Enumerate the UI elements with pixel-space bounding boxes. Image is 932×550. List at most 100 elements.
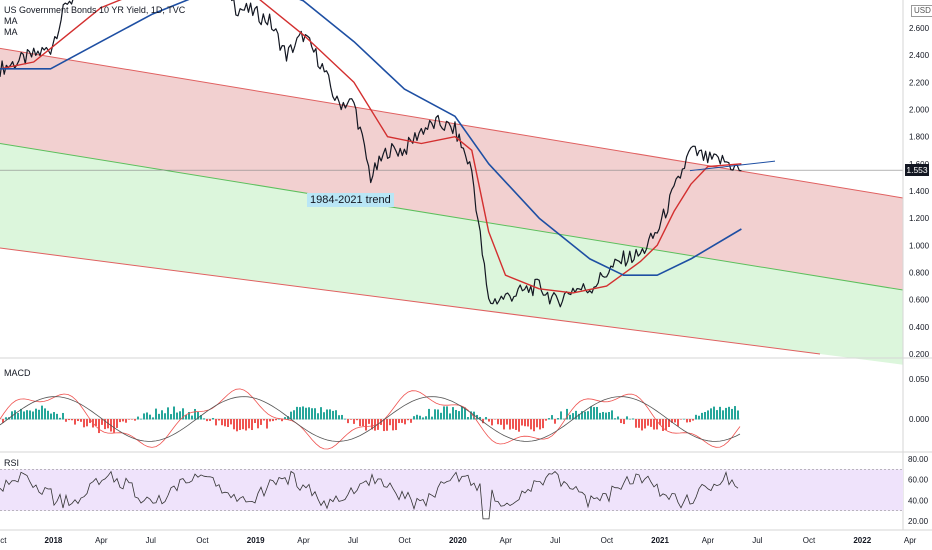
macd-histogram-bar bbox=[11, 411, 13, 420]
chart-legend: US Government Bonds 10 YR Yield, 1D, TVC… bbox=[4, 5, 185, 38]
macd-histogram-bar bbox=[353, 419, 355, 424]
macd-histogram-bar bbox=[359, 419, 361, 427]
macd-histogram-bar bbox=[77, 419, 79, 422]
macd-histogram-bar bbox=[38, 409, 40, 420]
macd-histogram-bar bbox=[701, 412, 703, 420]
macd-histogram-bar bbox=[650, 419, 652, 427]
rsi-pane-label: RSI bbox=[4, 458, 20, 468]
macd-histogram-bar bbox=[191, 415, 193, 420]
macd-histogram-bar bbox=[620, 419, 622, 424]
macd-histogram-bar bbox=[659, 419, 661, 425]
macd-histogram-bar bbox=[374, 419, 376, 431]
macd-histogram-bar bbox=[683, 418, 685, 420]
macd-histogram-bar bbox=[137, 416, 139, 420]
macd-histogram-bar bbox=[143, 413, 145, 420]
macd-histogram-bar bbox=[236, 419, 238, 432]
macd-histogram-bar bbox=[398, 419, 400, 424]
macd-histogram-bar bbox=[407, 419, 409, 421]
macd-histogram-bar bbox=[629, 418, 631, 420]
macd-histogram-bar bbox=[341, 414, 343, 420]
macd-histogram-bar bbox=[596, 406, 598, 420]
macd-histogram-bar bbox=[611, 410, 613, 420]
macd-histogram-bar bbox=[566, 408, 568, 420]
macd-histogram-bar bbox=[632, 418, 634, 420]
price-y-tick: 1.000 bbox=[909, 241, 930, 250]
macd-histogram-bar bbox=[719, 406, 721, 420]
macd-histogram-bar bbox=[287, 416, 289, 420]
macd-histogram-bar bbox=[575, 410, 577, 420]
macd-histogram-bar bbox=[20, 408, 22, 420]
macd-histogram-bar bbox=[488, 419, 490, 422]
channel-upper-line bbox=[0, 47, 904, 199]
macd-histogram-bar bbox=[170, 414, 172, 420]
macd-histogram-bar bbox=[734, 406, 736, 420]
macd-histogram-bar bbox=[131, 419, 133, 420]
macd-histogram-bar bbox=[251, 419, 253, 431]
macd-histogram-bar bbox=[299, 407, 301, 420]
ma-fast-legend: MA bbox=[4, 16, 18, 26]
macd-histogram-bar bbox=[218, 419, 220, 421]
macd-histogram-bar bbox=[707, 410, 709, 420]
price-y-tick: 0.400 bbox=[909, 323, 930, 332]
macd-histogram-bar bbox=[221, 419, 223, 426]
x-axis-tick: Apr bbox=[297, 536, 310, 545]
x-axis-tick: 2018 bbox=[45, 536, 63, 545]
macd-line bbox=[0, 388, 741, 450]
macd-histogram-bar bbox=[560, 411, 562, 420]
macd-histogram-bar bbox=[41, 405, 43, 420]
x-axis-tick: Apr bbox=[702, 536, 715, 545]
channel-upper-fill bbox=[0, 48, 903, 291]
macd-histogram-bar bbox=[206, 419, 208, 422]
macd-histogram-bar bbox=[731, 408, 733, 420]
macd-histogram-bar bbox=[509, 419, 511, 430]
macd-histogram-bar bbox=[689, 419, 691, 423]
macd-histogram-bar bbox=[497, 419, 499, 425]
macd-histogram-bar bbox=[422, 417, 424, 420]
macd-histogram-bar bbox=[446, 406, 448, 420]
macd-histogram-bar bbox=[239, 419, 241, 430]
macd-histogram-bar bbox=[371, 419, 373, 430]
macd-histogram-bar bbox=[695, 414, 697, 420]
macd-histogram-bar bbox=[71, 419, 73, 421]
macd-histogram-bar bbox=[86, 419, 88, 427]
macd-histogram-bar bbox=[284, 417, 286, 420]
macd-histogram-bar bbox=[26, 410, 28, 420]
x-axis-tick: Apr bbox=[904, 536, 917, 545]
macd-histogram-bar bbox=[644, 419, 646, 429]
macd-histogram-bar bbox=[356, 419, 358, 421]
price-y-tick: 1.400 bbox=[909, 187, 930, 196]
macd-histogram-bar bbox=[269, 419, 271, 422]
macd-histogram-bar bbox=[626, 416, 628, 420]
macd-histogram-bar bbox=[362, 419, 364, 427]
rsi-band bbox=[0, 469, 903, 511]
rsi-y-tick: 60.00 bbox=[908, 476, 929, 485]
macd-histogram-bar bbox=[413, 416, 415, 420]
x-axis-tick: Jul bbox=[550, 536, 560, 545]
price-y-tick: 2.200 bbox=[909, 78, 930, 87]
macd-y-tick: 0.000 bbox=[909, 415, 930, 424]
macd-histogram-bar bbox=[521, 419, 523, 426]
macd-histogram-bar bbox=[605, 412, 607, 420]
currency-badge: USD bbox=[911, 5, 932, 17]
macd-histogram-bar bbox=[677, 419, 679, 427]
macd-histogram-bar bbox=[647, 419, 649, 426]
channel-lower-line bbox=[0, 247, 821, 355]
macd-histogram-bar bbox=[2, 419, 4, 423]
macd-histogram-bar bbox=[320, 407, 322, 420]
macd-histogram-bar bbox=[176, 412, 178, 420]
macd-histogram-bar bbox=[62, 412, 64, 420]
macd-histogram-bar bbox=[590, 406, 592, 420]
macd-histogram-bar bbox=[245, 419, 247, 431]
macd-histogram-bar bbox=[293, 410, 295, 420]
macd-histogram-bar bbox=[557, 418, 559, 420]
macd-histogram-bar bbox=[101, 419, 103, 425]
price-y-tick: 1.200 bbox=[909, 214, 930, 223]
macd-histogram-bar bbox=[305, 407, 307, 420]
macd-histogram-bar bbox=[536, 419, 538, 428]
macd-histogram-bar bbox=[179, 411, 181, 420]
macd-histogram-bar bbox=[242, 419, 244, 430]
macd-histogram-bar bbox=[59, 417, 61, 420]
macd-histogram-bar bbox=[437, 409, 439, 420]
macd-histogram-bar bbox=[449, 413, 451, 420]
macd-histogram-bar bbox=[455, 409, 457, 420]
